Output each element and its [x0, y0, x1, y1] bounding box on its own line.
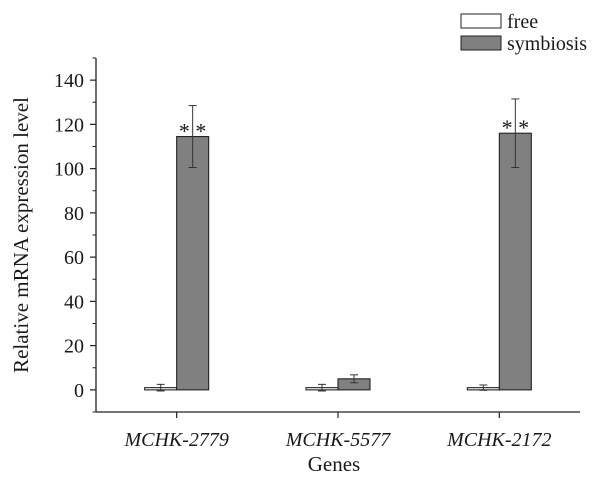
legend-swatch-free [460, 13, 502, 29]
y-axis: 0 20 40 60 80 100 120 140 [54, 57, 97, 413]
legend-swatch-symbiosis [460, 35, 502, 51]
y-tick-label: 120 [54, 114, 84, 136]
legend-label-symbiosis: symbiosis [507, 33, 587, 55]
x-axis-label: Genes [308, 452, 360, 476]
x-tick-label: MCHK-2172 [446, 429, 551, 451]
bar-symbiosis [498, 132, 532, 391]
x-tick-label: MCHK-2779 [123, 429, 228, 451]
x-axis: MCHK-2779 MCHK-5577 MCHK-2172 [96, 411, 580, 451]
y-tick-label: 100 [54, 159, 84, 181]
x-tick-label: MCHK-5577 [285, 429, 391, 451]
legend-label-free: free [507, 11, 538, 33]
significance-marker: * * [179, 119, 207, 144]
significance-annotations: * * * * [179, 115, 529, 143]
y-tick-label: 140 [54, 70, 84, 92]
bars [144, 132, 532, 391]
y-tick-label: 0 [74, 380, 84, 402]
y-tick-label: 60 [64, 247, 84, 269]
y-axis-label: Relative mRNA expression level [9, 97, 33, 373]
significance-marker: * * [502, 115, 530, 140]
y-tick-label: 40 [64, 291, 84, 313]
y-tick-label: 20 [64, 336, 84, 358]
y-tick-label: 80 [64, 203, 84, 225]
bar-symbiosis [176, 135, 210, 391]
error-bars [156, 98, 520, 392]
